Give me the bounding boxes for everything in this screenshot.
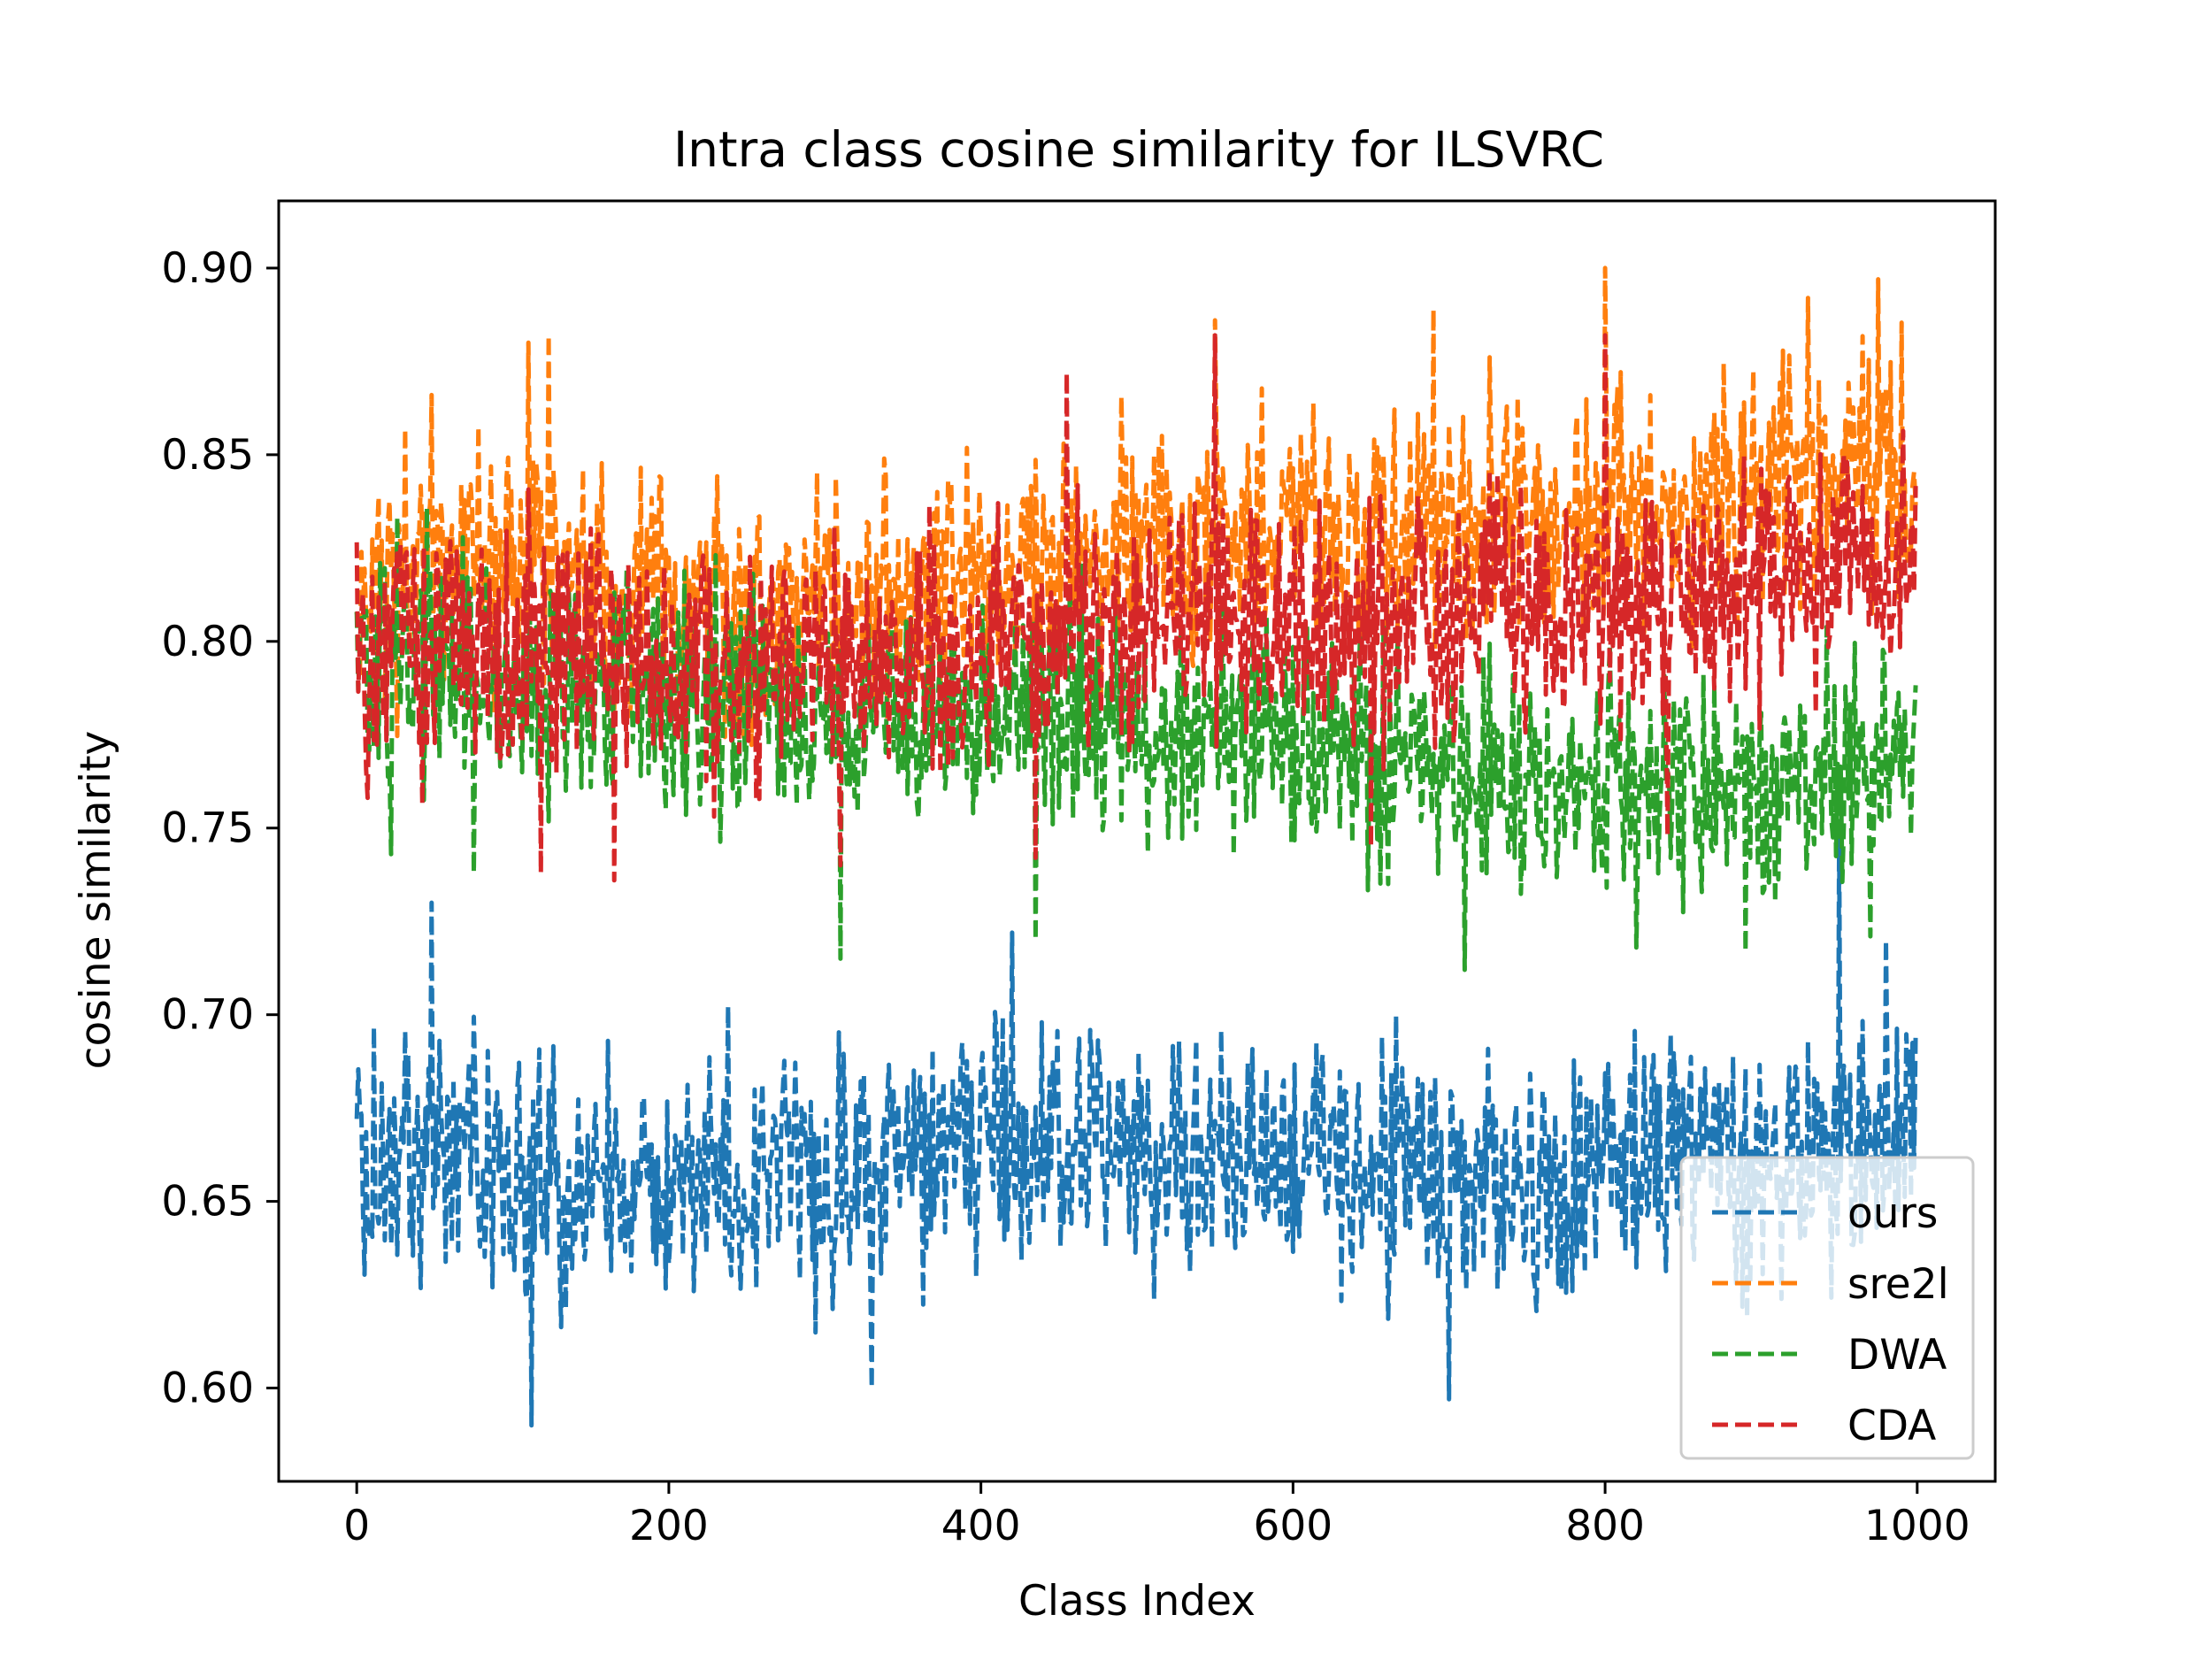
series-line-cda bbox=[354, 333, 1918, 883]
legend: ours sre2l DWA CDA bbox=[1679, 1156, 1975, 1460]
series-line-ours bbox=[354, 833, 1918, 1428]
x-axis-label: Class Index bbox=[1018, 1577, 1256, 1626]
series-layer bbox=[354, 265, 1918, 1428]
x-tick-label: 600 bbox=[1254, 1502, 1333, 1550]
y-tick-label: 0.70 bbox=[161, 991, 254, 1040]
plot-frame bbox=[277, 199, 1997, 1483]
x-tick-label: 1000 bbox=[1864, 1502, 1970, 1550]
legend-items: ours sre2l DWA CDA bbox=[1712, 1189, 1949, 1450]
x-tick-label: 200 bbox=[629, 1502, 709, 1550]
y-tick-label: 0.60 bbox=[161, 1365, 254, 1413]
x-tick-label: 400 bbox=[941, 1502, 1021, 1550]
legend-label: DWA bbox=[1847, 1331, 1947, 1380]
y-axis-label: cosine similarity bbox=[72, 731, 120, 1070]
x-tick-label: 800 bbox=[1565, 1502, 1645, 1550]
y-tick-label: 0.75 bbox=[161, 804, 254, 853]
series-line-dwa bbox=[354, 504, 1918, 973]
legend-label: ours bbox=[1847, 1189, 1938, 1238]
y-tick-label: 0.80 bbox=[161, 618, 254, 666]
x-axis-ticks: 0 200 400 600 800 1000 bbox=[343, 1481, 1970, 1550]
legend-box bbox=[1679, 1156, 1975, 1460]
y-tick-label: 0.90 bbox=[161, 244, 254, 293]
chart-title: Intra class cosine similarity for ILSVRC bbox=[673, 121, 1604, 178]
y-tick-label: 0.65 bbox=[161, 1178, 254, 1227]
legend-label: CDA bbox=[1847, 1402, 1936, 1450]
x-tick-label: 0 bbox=[343, 1502, 370, 1550]
y-axis-ticks: 0.60 0.65 0.70 0.75 0.80 0.85 0.90 bbox=[161, 244, 279, 1413]
y-tick-label: 0.85 bbox=[161, 431, 254, 480]
legend-label: sre2l bbox=[1847, 1260, 1949, 1309]
